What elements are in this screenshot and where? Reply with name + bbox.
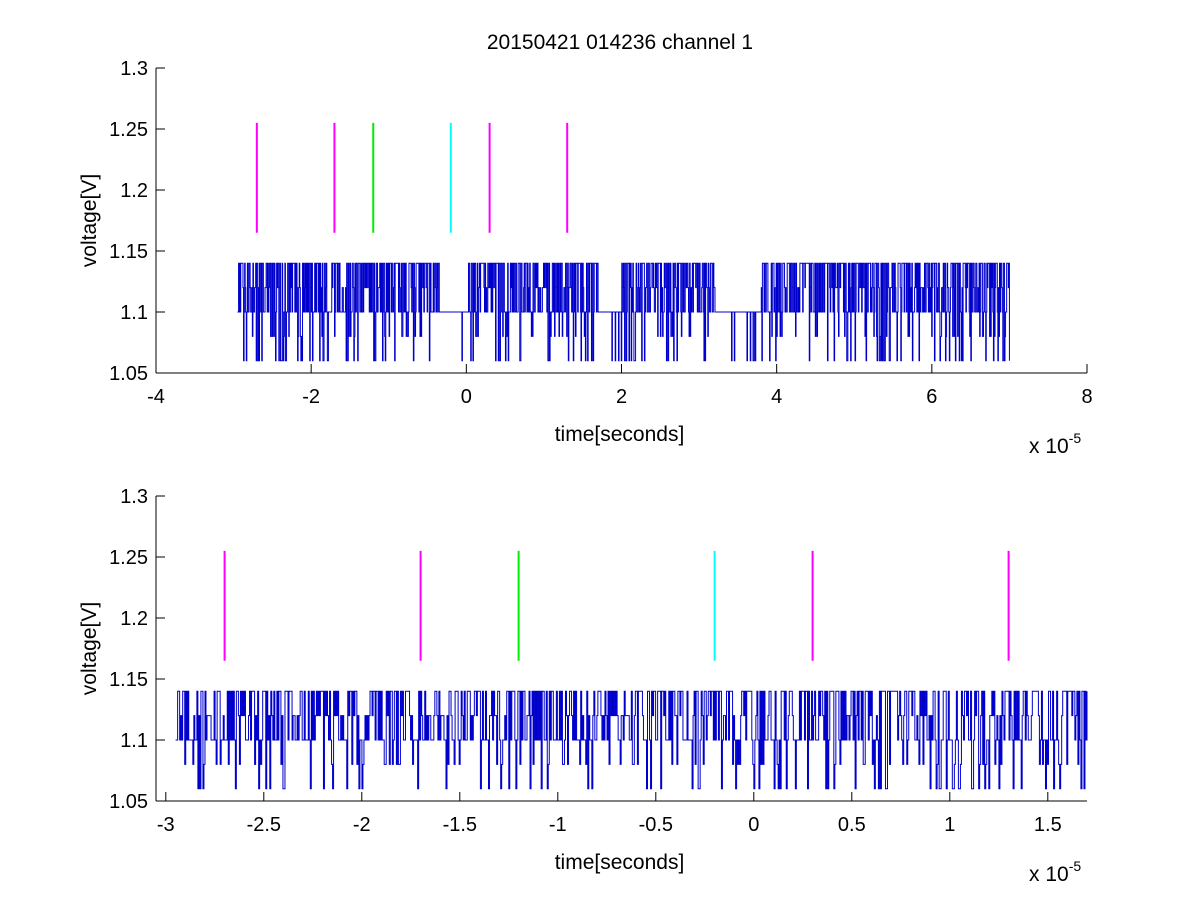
x-exponent-base: x 10 [1029, 435, 1069, 458]
y-tick-label: 1.15 [109, 241, 148, 263]
x-tick-label: -1.5 [443, 814, 477, 836]
x-tick-label: 4 [771, 386, 782, 408]
signal-trace [175, 690, 1088, 790]
y-tick-label: 1.15 [109, 669, 148, 691]
x-exponent-power: -5 [1069, 430, 1082, 446]
x-tick-label: -2.5 [247, 814, 281, 836]
top-axes: -4 -2 0 2 4 6 8 1.05 1.1 1.15 1.2 1.25 1.3 time[secon… [78, 58, 1093, 458]
y-tick-label: 1.1 [120, 730, 148, 752]
x-tick-label: 8 [1081, 386, 1092, 408]
x-tick-label: 0.5 [838, 814, 866, 836]
x-exponent-power: -5 [1069, 858, 1082, 874]
x-tick-label: -0.5 [639, 814, 673, 836]
y-axis-label: voltage[V] [78, 602, 101, 695]
y-tick-label: 1.2 [120, 180, 148, 202]
x-exponent-label: x 10-5 [1029, 858, 1081, 886]
bottom-axes: -3 -2.5 -2 -1.5 -1 -0.5 0 0.5 1 1.5 1.05 1.1 1.15 1.2… [78, 486, 1088, 886]
x-tick-label: 0 [461, 386, 472, 408]
signal-trace [237, 262, 1010, 362]
y-tick-label: 1.25 [109, 119, 148, 141]
x-axis-label: time[seconds] [555, 851, 685, 874]
x-tick-label: 2 [616, 386, 627, 408]
x-tick-label: -2 [302, 386, 320, 408]
y-tick-label: 1.05 [109, 791, 148, 813]
y-tick-label: 1.2 [120, 608, 148, 630]
y-tick-label: 1.3 [120, 486, 148, 508]
x-exponent-label: x 10-5 [1029, 430, 1081, 458]
y-axis-label: voltage[V] [78, 174, 101, 267]
x-exponent-base: x 10 [1029, 863, 1069, 886]
x-axis-label: time[seconds] [555, 423, 685, 446]
y-tick-label: 1.3 [120, 58, 148, 80]
y-tick-label: 1.05 [109, 363, 148, 385]
x-tick-label: 6 [926, 386, 937, 408]
x-tick-label: -3 [157, 814, 175, 836]
y-tick-label: 1.1 [120, 302, 148, 324]
x-tick-label: -4 [147, 386, 165, 408]
x-tick-label: 1 [944, 814, 955, 836]
x-tick-label: 1.5 [1034, 814, 1062, 836]
x-tick-label: -2 [353, 814, 371, 836]
x-tick-label: -1 [549, 814, 567, 836]
y-tick-label: 1.25 [109, 547, 148, 569]
figure-title: 20150421 014236 channel 1 [487, 31, 753, 54]
x-tick-label: 0 [748, 814, 759, 836]
